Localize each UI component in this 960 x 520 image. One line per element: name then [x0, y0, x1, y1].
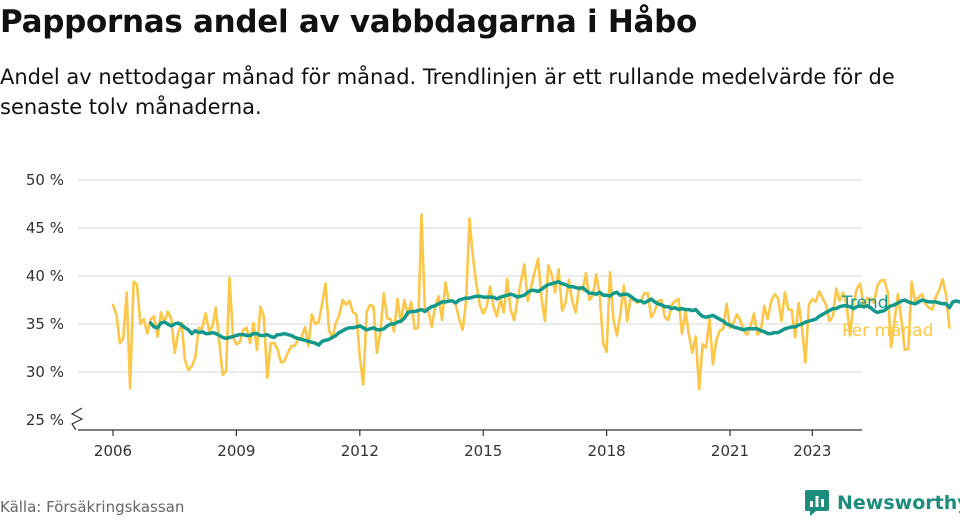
chart-title: Pappornas andel av vabbdagarna i Håbo [0, 4, 698, 40]
gridlines [78, 179, 862, 373]
y-tick-label: 40 % [26, 267, 64, 285]
legend: Per månad Trend [841, 293, 933, 341]
y-tick-label: 30 % [26, 363, 64, 381]
brand-name: Newsworthy [837, 492, 960, 514]
x-tick-label: 2018 [588, 442, 626, 460]
series-lines [111, 213, 960, 391]
legend-monthly-label: Per månad [842, 320, 933, 341]
y-axis-labels: 25 % 30 % 35 % 40 % 45 % 50 % [26, 171, 64, 429]
x-tick-label: 2012 [341, 442, 379, 460]
x-tick-label: 2023 [793, 442, 831, 460]
axis-break-icon [70, 407, 84, 431]
monthly-series-line [111, 213, 951, 391]
x-tick-label: 2006 [94, 442, 132, 460]
newsworthy-icon [805, 490, 829, 516]
x-tick-label: 2009 [217, 442, 255, 460]
x-axis: 2006 2009 2012 2015 2018 2021 2023 [70, 407, 862, 460]
trend-series-line [148, 280, 960, 347]
y-tick-label: 25 % [26, 411, 64, 429]
source-note: Källa: Försäkringskassan [0, 498, 185, 516]
x-tick-label: 2021 [711, 442, 749, 460]
y-tick-label: 35 % [26, 315, 64, 333]
x-tick-label: 2015 [464, 442, 502, 460]
brand-logo[interactable]: Newsworthy [804, 489, 960, 517]
chart-subtitle: Andel av nettodagar månad för månad. Tre… [0, 65, 895, 119]
y-tick-label: 50 % [26, 171, 64, 189]
line-chart: 25 % 30 % 35 % 40 % 45 % 50 % 2006 2009 2012 201… [26, 171, 960, 460]
y-tick-label: 45 % [26, 219, 64, 237]
legend-trend-label: Trend [841, 293, 889, 313]
